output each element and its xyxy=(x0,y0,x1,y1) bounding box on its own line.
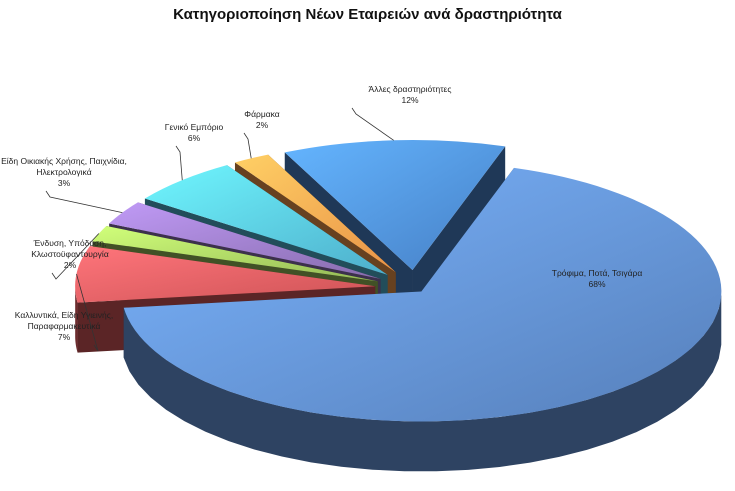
pie-slice xyxy=(234,154,396,273)
leader-line xyxy=(76,273,99,352)
slice-label: Φάρμακα 2% xyxy=(244,109,279,130)
pie-slice xyxy=(92,226,378,282)
pie-slice xyxy=(144,165,388,275)
leader-line xyxy=(51,233,100,280)
leader-line xyxy=(45,190,123,214)
leader-line xyxy=(175,145,183,181)
pie-slice xyxy=(75,246,376,303)
slice-label: Τρόφιμα, Ποτά, Τσιγάρα 68% xyxy=(552,268,643,289)
slice-label: Άλλες δραστηριότητες 12% xyxy=(369,84,452,105)
pie-slice xyxy=(284,140,506,271)
leader-line xyxy=(351,107,394,141)
pie-slice xyxy=(109,202,381,279)
slice-label: Καλλυντικά, Είδη Υγιεινής, Παραφαρμακευτι… xyxy=(15,310,113,342)
slice-outer-wall xyxy=(75,286,78,353)
slice-outer-wall xyxy=(123,294,722,472)
leader-line xyxy=(243,132,252,159)
slice-label: Είδη Οικιακής Χρήσης, Παιχνίδια, Ηλεκτρολ… xyxy=(1,156,127,188)
slice-label: Γενικό Εμπόριο 6% xyxy=(165,122,224,143)
chart-title: Κατηγοριοποίηση Νέων Εταιρειών ανά δραστ… xyxy=(173,6,562,23)
pie-slice xyxy=(123,167,722,422)
slice-label: Ένδυση, Υπόδυση, Κλωστοϋφαντουργία 2% xyxy=(31,238,109,270)
